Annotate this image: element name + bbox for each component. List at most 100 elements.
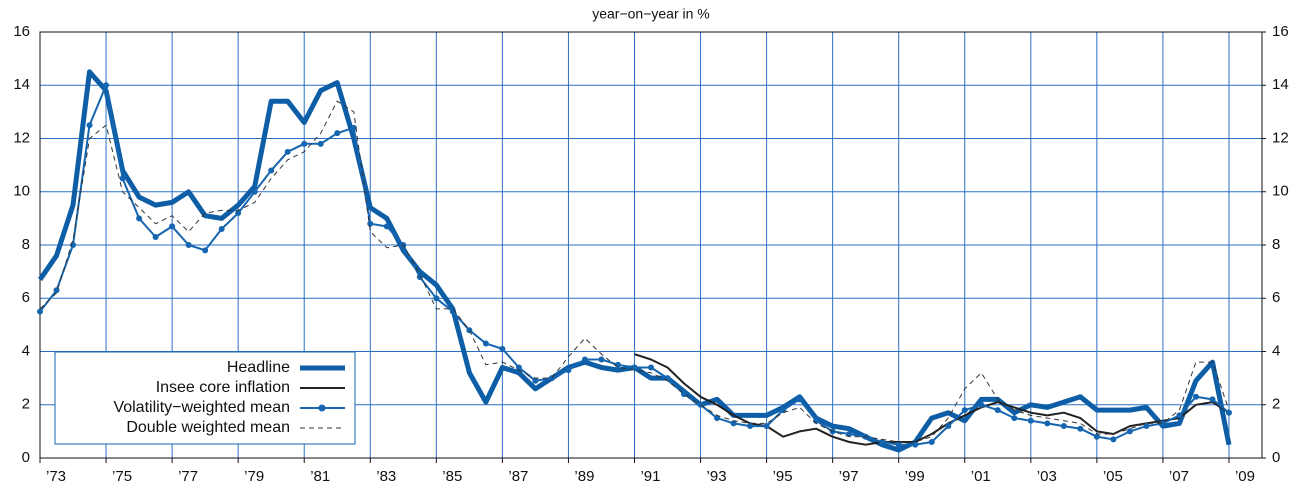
series-marker [152, 234, 159, 241]
series-marker [846, 431, 853, 438]
x-tick-label: ’93 [707, 468, 727, 485]
series-marker [1209, 396, 1216, 403]
y2-tick-label: 14 [1272, 76, 1289, 93]
series-marker [383, 223, 390, 230]
series-marker [482, 340, 489, 347]
series-marker [37, 308, 43, 315]
x-tick-label: ’91 [640, 468, 660, 485]
series-marker [268, 167, 275, 174]
series-marker [1192, 393, 1199, 400]
series-marker [598, 356, 605, 363]
series-marker [631, 364, 638, 371]
series-marker [301, 140, 308, 147]
y2-tick-label: 10 [1272, 183, 1289, 200]
y-tick-label: 2 [22, 396, 30, 413]
chart-title: year−on−year in % [592, 6, 710, 22]
y-tick-label: 4 [22, 342, 30, 359]
series-marker [1060, 423, 1067, 430]
series-marker [433, 295, 440, 302]
legend-label: Insee core inflation [156, 379, 290, 396]
x-tick-label: ’97 [839, 468, 859, 485]
series-marker [648, 364, 654, 371]
legend-label: Volatility−weighted mean [113, 399, 290, 416]
y-tick-label: 12 [13, 129, 30, 146]
x-tick-label: ’01 [971, 468, 991, 485]
y2-tick-label: 6 [1272, 289, 1280, 306]
series-marker [235, 210, 242, 217]
series-marker [185, 242, 192, 248]
series-marker [714, 415, 721, 422]
series-marker [994, 407, 1001, 414]
series-marker [53, 287, 60, 294]
y-tick-label: 8 [22, 236, 30, 253]
series-marker [1225, 409, 1232, 416]
series-marker [747, 423, 754, 430]
x-tick-label: ’81 [310, 468, 330, 485]
series-marker [218, 226, 225, 233]
y-tick-label: 0 [22, 449, 30, 466]
series-marker [334, 130, 341, 137]
y2-tick-label: 4 [1272, 342, 1280, 359]
y2-tick-label: 16 [1272, 23, 1289, 40]
series-marker [350, 124, 357, 131]
series-marker [284, 148, 291, 155]
series-marker [614, 361, 621, 368]
series-marker [86, 122, 93, 129]
series-marker [136, 215, 143, 222]
series-marker [367, 220, 374, 227]
series-marker [251, 188, 258, 195]
series-marker [928, 439, 935, 446]
series-marker [697, 401, 704, 408]
series-marker [103, 82, 110, 89]
series-marker [961, 407, 968, 414]
y-tick-label: 14 [13, 76, 30, 93]
series-marker [1093, 433, 1100, 440]
series-marker [1027, 417, 1034, 424]
series-marker [945, 423, 952, 430]
y-tick-label: 10 [13, 183, 30, 200]
series-marker [466, 327, 473, 334]
x-tick-label: ’09 [1235, 468, 1255, 485]
series-marker [1159, 420, 1166, 427]
x-tick-label: ’07 [1169, 468, 1189, 485]
series-marker [1077, 425, 1084, 432]
legend-label: Headline [227, 359, 290, 376]
y2-tick-label: 2 [1272, 396, 1280, 413]
series-marker [1011, 415, 1018, 422]
series-marker [1143, 423, 1150, 430]
x-tick-label: ’95 [773, 468, 793, 485]
y2-tick-label: 8 [1272, 236, 1280, 253]
plot-frame [39, 31, 1263, 459]
x-tick-label: ’87 [508, 468, 528, 485]
series-marker [730, 420, 737, 427]
series-marker [119, 175, 126, 182]
series-marker [895, 441, 902, 448]
x-tick-label: ’05 [1103, 468, 1123, 485]
x-tick-label: ’03 [1037, 468, 1057, 485]
x-tick-label: ’85 [442, 468, 462, 485]
series-marker [202, 247, 209, 254]
series-marker [532, 377, 539, 384]
series-marker [1126, 428, 1133, 435]
legend-label: Double weighted mean [126, 419, 290, 436]
series-marker [912, 441, 919, 448]
series-marker [978, 401, 985, 408]
y2-tick-label: 0 [1272, 449, 1280, 466]
x-tick-label: ’73 [46, 468, 66, 485]
series-marker [581, 356, 588, 363]
series-marker [317, 140, 324, 147]
series-marker [499, 345, 506, 352]
x-tick-label: ’77 [178, 468, 198, 485]
series-marker [1044, 420, 1051, 427]
y-tick-label: 16 [13, 23, 30, 40]
legend-marker [318, 404, 326, 412]
y-tick-label: 6 [22, 289, 30, 306]
series-marker [1110, 436, 1117, 443]
x-tick-label: ’79 [244, 468, 264, 485]
series-line [39, 100, 1230, 443]
x-tick-label: ’75 [112, 468, 132, 485]
series-marker [780, 407, 787, 414]
series-marker [879, 439, 886, 446]
series-line [634, 353, 1230, 446]
